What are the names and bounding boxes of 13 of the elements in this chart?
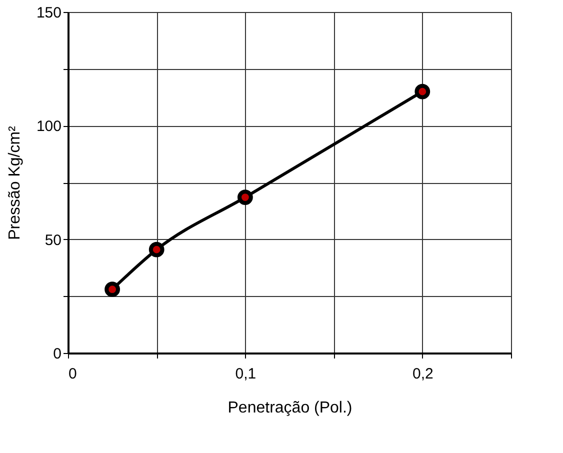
x-tick-label: 0,2	[412, 366, 434, 382]
y-tick-label: 0	[53, 346, 62, 362]
y-tick-label: 150	[36, 4, 62, 22]
point	[148, 242, 164, 258]
x-tick-label: 0	[68, 366, 77, 382]
y-tick-label: 100	[36, 118, 62, 136]
y-axis-title: Pressão Kg/cm²	[6, 125, 24, 240]
x-tick-label: 0,1	[235, 366, 256, 382]
x-axis-title: Penetração (Pol.)	[228, 400, 352, 416]
point	[238, 190, 253, 205]
point	[414, 84, 430, 100]
point	[104, 282, 120, 298]
y-tick-label: 50	[44, 232, 62, 249]
